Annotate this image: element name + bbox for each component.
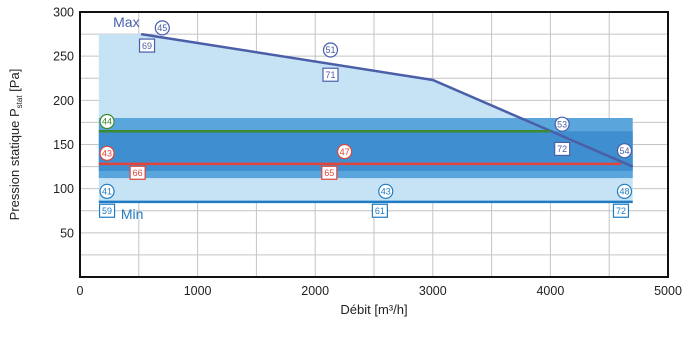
marker-square	[371, 203, 388, 218]
marker-label: 71	[325, 70, 335, 80]
marker-circle	[99, 183, 115, 199]
y-tick-label: 200	[53, 94, 74, 108]
marker-label: 43	[102, 149, 112, 159]
marker-label: 43	[381, 187, 391, 197]
marker-circle	[616, 143, 633, 159]
circle-marker-41: 41	[99, 183, 115, 199]
marker-square	[138, 38, 156, 53]
circle-marker-48: 48	[616, 183, 633, 199]
marker-circle	[99, 145, 115, 161]
series-lines: Max Min	[98, 14, 634, 222]
marker-label: 69	[142, 41, 152, 51]
square-marker-59: 59	[98, 203, 116, 218]
y-tick-label: 100	[53, 182, 74, 196]
x-tick-label: 3000	[419, 284, 447, 298]
marker-label: 48	[619, 187, 629, 197]
square-marker-65: 65	[321, 165, 338, 180]
marker-square	[612, 203, 630, 218]
operating-regions	[98, 34, 633, 202]
marker-label: 61	[375, 206, 385, 216]
circle-marker-53: 53	[554, 116, 570, 132]
series-label-min: Min	[121, 206, 144, 222]
square-marker-69: 69	[138, 38, 156, 53]
series-label-max: Max	[113, 14, 139, 30]
y-tick-label: 300	[53, 6, 74, 20]
tick-labels: 0 1000 2000 3000 4000 5000 50 100 150 200 250 300	[53, 6, 682, 299]
x-tick-label: 4000	[536, 284, 564, 298]
y-axis-label-unit: [Pa]	[7, 69, 22, 96]
square-marker-61: 61	[371, 203, 388, 218]
y-axis-label-main: Pression statique P	[7, 108, 22, 220]
marker-square	[321, 165, 338, 180]
y-tick-label: 250	[53, 50, 74, 64]
marker-label: 65	[324, 168, 334, 178]
x-tick-label: 0	[77, 284, 84, 298]
marker-label: 44	[102, 117, 112, 127]
marker-square	[554, 141, 571, 157]
marker-label: 41	[102, 187, 112, 197]
x-tick-label: 1000	[184, 284, 212, 298]
series-line-max	[140, 32, 634, 168]
markers: 45 69 51 71 53 72 54 44 43 66 47 65 41 59 43 61 48 72	[98, 20, 633, 218]
marker-label: 66	[133, 168, 143, 178]
square-marker-72: 72	[554, 141, 571, 157]
square-marker-66: 66	[129, 165, 146, 180]
marker-circle	[616, 183, 633, 199]
marker-circle	[322, 42, 339, 58]
marker-square	[322, 67, 339, 82]
y-axis-label-subscript: stat	[15, 95, 24, 109]
circle-marker-44: 44	[99, 113, 115, 130]
x-axis-label: Débit [m³/h]	[340, 302, 407, 317]
marker-label: 54	[619, 146, 629, 156]
marker-circle	[154, 20, 170, 36]
marker-label: 59	[102, 206, 112, 216]
circle-marker-47: 47	[337, 143, 353, 160]
marker-circle	[337, 143, 353, 160]
circle-marker-45: 45	[154, 20, 170, 36]
y-tick-label: 50	[60, 226, 74, 240]
marker-circle	[378, 183, 394, 199]
circle-marker-43: 43	[378, 183, 394, 199]
marker-label: 45	[157, 23, 167, 33]
y-axis-label: Pression statique Pstat [Pa]	[7, 69, 24, 221]
marker-label: 72	[557, 144, 567, 154]
marker-label: 51	[325, 45, 335, 55]
marker-circle	[99, 113, 115, 130]
square-marker-71: 71	[322, 67, 339, 82]
marker-label: 47	[340, 147, 350, 157]
square-marker-72: 72	[612, 203, 630, 218]
x-tick-label: 5000	[654, 284, 682, 298]
marker-circle	[554, 116, 570, 132]
marker-square	[98, 203, 116, 218]
y-tick-label: 150	[53, 138, 74, 152]
circle-marker-43: 43	[99, 145, 115, 161]
plot-frame	[79, 11, 669, 278]
circle-marker-54: 54	[616, 143, 633, 159]
marker-square	[129, 165, 146, 180]
marker-label: 72	[616, 206, 626, 216]
x-tick-label: 2000	[301, 284, 329, 298]
circle-marker-51: 51	[322, 42, 339, 58]
marker-label: 53	[557, 119, 567, 129]
